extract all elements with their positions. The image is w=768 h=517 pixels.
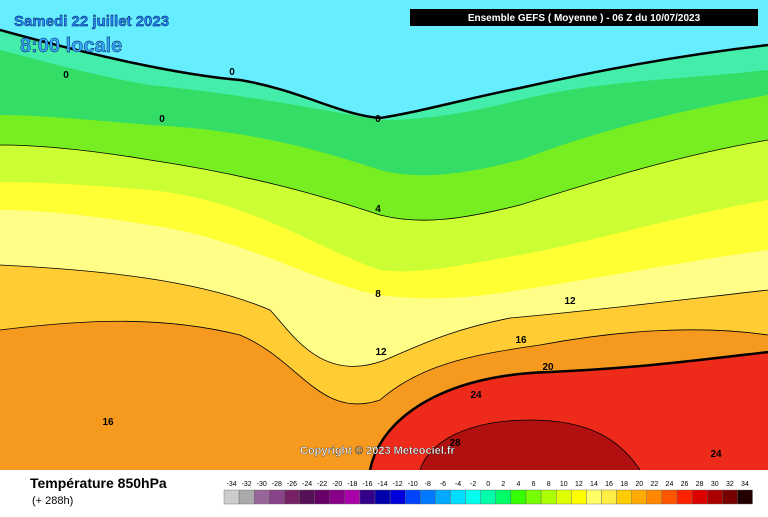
run-box <box>410 9 758 26</box>
color-swatch <box>631 489 648 505</box>
scale-label: -14 <box>377 481 387 488</box>
color-swatch <box>374 489 391 505</box>
scale-label: -18 <box>347 481 357 488</box>
isolines <box>0 28 768 471</box>
contour-label: 0 <box>63 70 69 81</box>
copyright: Copyright © 2023 Meteociel.fr <box>300 445 456 457</box>
scale-label: -10 <box>408 481 418 488</box>
color-swatch <box>691 489 708 505</box>
scale-label: 0 <box>486 481 490 488</box>
scale-label: -30 <box>257 481 267 488</box>
color-swatch <box>344 489 361 505</box>
color-swatch <box>405 489 421 505</box>
scale-label: -34 <box>226 481 236 488</box>
color-swatch <box>480 489 497 505</box>
scale-label: 22 <box>650 481 658 488</box>
color-swatch <box>389 489 406 505</box>
color-swatch <box>556 489 572 505</box>
color-swatch <box>540 489 557 505</box>
scale-label: -26 <box>287 481 297 488</box>
scale-label: 18 <box>620 481 628 488</box>
scale-label: 10 <box>560 481 568 488</box>
scale-label: 32 <box>726 481 734 488</box>
contour-label: 24 <box>470 390 482 401</box>
contour-label: 16 <box>102 417 114 428</box>
contour-label: 24 <box>710 449 722 460</box>
scale-label: -28 <box>272 481 282 488</box>
color-swatch <box>359 489 376 505</box>
map-date: Samedi 22 juillet 2023 <box>14 13 169 30</box>
scale-label: -24 <box>302 481 312 488</box>
contour-label: 0 <box>375 114 381 125</box>
color-swatch <box>435 489 451 505</box>
color-swatch <box>253 489 270 505</box>
scale-label: 14 <box>590 481 598 488</box>
scale-label: 6 <box>532 481 536 488</box>
color-swatch <box>601 489 617 505</box>
color-swatch <box>510 489 527 505</box>
color-swatch <box>284 489 300 505</box>
scale-label: 2 <box>501 481 505 488</box>
color-swatch <box>495 489 512 505</box>
scale-label: -20 <box>332 481 342 488</box>
color-swatch <box>465 489 481 505</box>
color-swatch <box>707 489 723 505</box>
color-swatch <box>223 489 240 505</box>
color-swatch <box>299 489 315 505</box>
contour-label: 28 <box>449 438 461 449</box>
color-swatch <box>420 489 436 505</box>
color-swatch <box>676 489 693 505</box>
scale-label: -12 <box>393 481 403 488</box>
scale-label: 12 <box>575 481 583 488</box>
color-scale: -34 -32 -30 -28 -26 -24 -22 -20 -18 -16 -14 -12 -10-… <box>223 481 753 505</box>
scale-label: -4 <box>455 481 461 488</box>
color-swatch <box>238 489 255 505</box>
scale-label: 20 <box>635 481 643 488</box>
scale-label: -8 <box>425 481 431 488</box>
scale-label: 8 <box>547 481 551 488</box>
map-time: 8:00 locale <box>20 35 122 57</box>
color-swatch <box>661 489 678 505</box>
color-swatch <box>269 489 285 505</box>
contour-label: 20 <box>542 362 554 373</box>
scale-label: 28 <box>696 481 704 488</box>
color-swatch <box>525 489 542 505</box>
scale-label: -16 <box>362 481 372 488</box>
contour-label: 12 <box>564 296 576 307</box>
temperature-field <box>0 0 768 470</box>
contour-labels: 0 0 0 0 4 8 12 12 16 16 20 24 24 28 <box>63 67 722 460</box>
scale-label: 24 <box>666 481 674 488</box>
scale-label: 34 <box>741 481 749 488</box>
color-swatch <box>450 489 466 505</box>
scale-label: -32 <box>242 481 252 488</box>
color-swatch <box>646 489 663 505</box>
scale-label: 16 <box>605 481 613 488</box>
contour-label: 0 <box>229 67 235 78</box>
scale-label: -22 <box>317 481 327 488</box>
color-swatch <box>314 489 330 505</box>
color-swatch <box>586 489 602 505</box>
scale-label: 4 <box>516 481 520 488</box>
color-swatch <box>329 489 346 505</box>
color-swatch <box>737 489 753 505</box>
field-title: Température 850hPa <box>30 475 167 491</box>
scale-label: 26 <box>681 481 689 488</box>
scale-label: -6 <box>440 481 446 488</box>
contour-label: 12 <box>375 347 387 358</box>
contour-label: 8 <box>375 289 381 300</box>
scale-label: 30 <box>711 481 719 488</box>
contour-label: 16 <box>515 335 527 346</box>
scale-label: -2 <box>470 481 476 488</box>
lead-time: (+ 288h) <box>32 495 73 507</box>
contour-label: 4 <box>375 204 381 215</box>
color-swatch <box>571 489 587 505</box>
contour-label: 0 <box>159 114 165 125</box>
color-swatch <box>722 489 738 505</box>
run-info: Ensemble GEFS ( Moyenne ) - 06 Z du 10/0… <box>468 13 701 24</box>
color-swatch <box>616 489 632 505</box>
